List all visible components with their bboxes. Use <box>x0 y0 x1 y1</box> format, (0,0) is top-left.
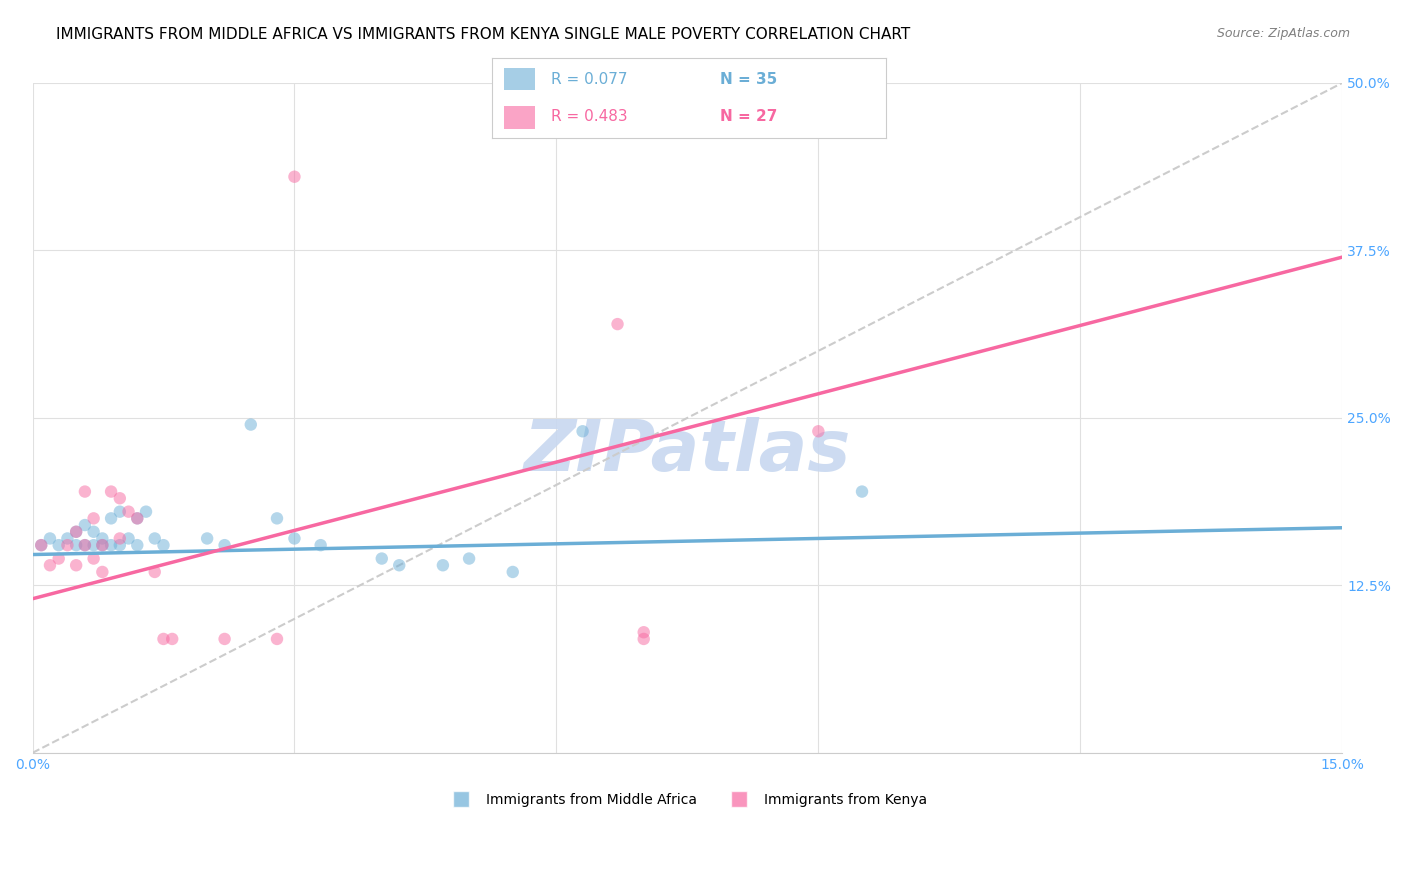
Point <box>65 524 87 539</box>
Point <box>117 532 139 546</box>
Point <box>108 491 131 506</box>
Point <box>388 558 411 573</box>
Point <box>214 632 236 646</box>
Point <box>91 565 114 579</box>
Point <box>73 484 96 499</box>
Bar <box>503 68 536 90</box>
Point <box>214 538 236 552</box>
Point <box>83 538 105 552</box>
Legend: Immigrants from Middle Africa, Immigrants from Kenya: Immigrants from Middle Africa, Immigrant… <box>441 788 932 813</box>
Point <box>83 524 105 539</box>
Point <box>39 532 62 546</box>
Text: IMMIGRANTS FROM MIDDLE AFRICA VS IMMIGRANTS FROM KENYA SINGLE MALE POVERTY CORRE: IMMIGRANTS FROM MIDDLE AFRICA VS IMMIGRA… <box>56 27 911 42</box>
Point <box>100 484 122 499</box>
Point <box>127 511 149 525</box>
Point <box>143 565 166 579</box>
Point <box>65 538 87 552</box>
Point <box>65 524 87 539</box>
Point <box>91 538 114 552</box>
Point <box>108 505 131 519</box>
Text: ZIPatlas: ZIPatlas <box>523 417 851 486</box>
Point <box>100 511 122 525</box>
Point <box>458 551 481 566</box>
Point <box>108 532 131 546</box>
Point <box>39 558 62 573</box>
Point <box>851 484 873 499</box>
Point <box>606 317 628 331</box>
Point <box>807 424 830 438</box>
Point <box>283 532 305 546</box>
Point <box>91 532 114 546</box>
Point <box>571 424 593 438</box>
Point <box>160 632 183 646</box>
Point <box>108 538 131 552</box>
Point <box>266 632 288 646</box>
Point <box>633 625 655 640</box>
Text: R = 0.077: R = 0.077 <box>551 72 627 87</box>
Point <box>283 169 305 184</box>
Point <box>56 532 79 546</box>
Point <box>30 538 52 552</box>
Point <box>143 532 166 546</box>
Point <box>127 538 149 552</box>
Point <box>73 538 96 552</box>
Point <box>266 511 288 525</box>
Point <box>152 538 174 552</box>
Point <box>65 558 87 573</box>
Point <box>117 505 139 519</box>
Point <box>73 538 96 552</box>
Point <box>502 565 524 579</box>
Text: N = 35: N = 35 <box>720 72 778 87</box>
Point <box>309 538 332 552</box>
Point <box>73 518 96 533</box>
Point <box>432 558 454 573</box>
Point <box>195 532 218 546</box>
Point <box>48 551 70 566</box>
Text: N = 27: N = 27 <box>720 109 778 124</box>
Point <box>239 417 262 432</box>
Point <box>135 505 157 519</box>
Point <box>48 538 70 552</box>
Point <box>127 511 149 525</box>
Point <box>91 538 114 552</box>
Bar <box>503 106 536 128</box>
Point <box>83 511 105 525</box>
Point <box>633 632 655 646</box>
Point <box>100 538 122 552</box>
Point <box>152 632 174 646</box>
Text: Source: ZipAtlas.com: Source: ZipAtlas.com <box>1216 27 1350 40</box>
Point <box>83 551 105 566</box>
Point <box>371 551 394 566</box>
Point <box>30 538 52 552</box>
Point <box>56 538 79 552</box>
Text: R = 0.483: R = 0.483 <box>551 109 627 124</box>
